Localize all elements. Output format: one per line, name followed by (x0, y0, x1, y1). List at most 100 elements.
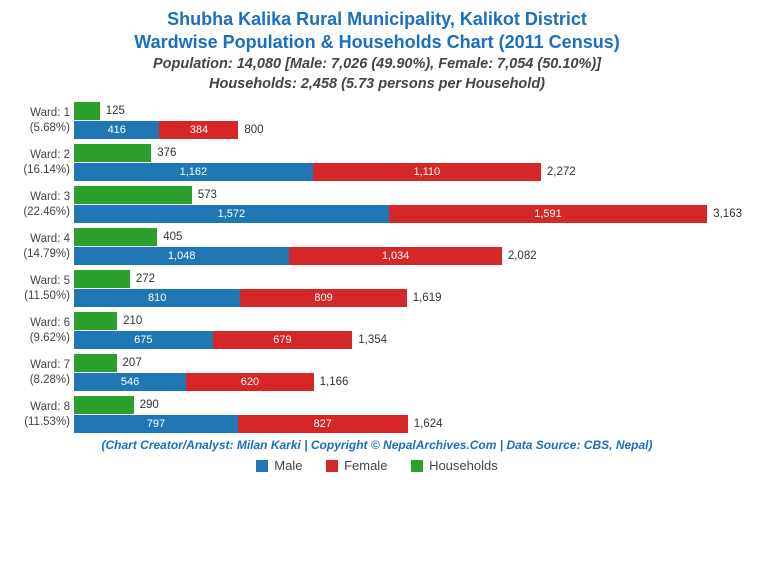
households-row: 573 (74, 186, 742, 204)
population-row: 1,162 1,110 2,272 (74, 163, 742, 181)
population-row: 810 809 1,619 (74, 289, 742, 307)
households-value: 272 (136, 273, 155, 285)
total-value: 1,166 (320, 376, 349, 388)
ward-label: Ward: 6(9.62%) (12, 316, 70, 345)
female-value: 679 (273, 334, 291, 346)
chart-credit: (Chart Creator/Analyst: Milan Karki | Co… (12, 438, 742, 452)
total-value: 800 (244, 124, 263, 136)
subtitle-line-1: Population: 14,080 [Male: 7,026 (49.90%)… (153, 56, 601, 72)
male-bar: 1,162 (74, 163, 313, 181)
ward-label: Ward: 7 (8.28%) (12, 358, 70, 387)
legend-swatch-female (326, 460, 338, 472)
legend-item-female: Female (326, 458, 387, 473)
female-bar: 1,591 (389, 205, 708, 223)
ward-percent: (5.68%) (30, 122, 70, 134)
legend-swatch-male (256, 460, 268, 472)
ward-percent: (11.53%) (24, 416, 70, 428)
male-bar: 1,572 (74, 205, 389, 223)
ward-label: Ward: 8 (11.53%) (12, 400, 70, 429)
female-bar: 620 (186, 373, 313, 391)
population-row: 7978271,624 (74, 415, 742, 433)
ward-group: Ward: 3(22.46%)5731,5721,5913,163 (74, 186, 742, 223)
female-bar: 827 (238, 415, 408, 433)
ward-group: Ward: 5(11.50%)2728108091,619 (74, 270, 742, 307)
households-row: 272 (74, 270, 742, 288)
female-value: 1,034 (382, 250, 410, 262)
households-bar (74, 396, 134, 414)
female-value: 827 (314, 418, 332, 430)
total-value: 1,354 (358, 334, 387, 346)
population-row: 416 384 800 (74, 121, 742, 139)
households-value: 405 (163, 231, 182, 243)
male-value: 1,572 (218, 208, 246, 220)
total-value: 2,082 (508, 250, 537, 262)
households-bar (74, 186, 192, 204)
households-bar (74, 312, 117, 330)
ward-name: Ward: 1 (30, 107, 70, 119)
households-row: 376 (74, 144, 742, 162)
chart-legend: Male Female Households (12, 458, 742, 475)
ward-percent: (22.46%) (23, 206, 70, 218)
legend-item-male: Male (256, 458, 302, 473)
households-row: 125 (74, 102, 742, 120)
legend-swatch-households (411, 460, 423, 472)
households-value: 125 (106, 105, 125, 117)
chart-title: Shubha Kalika Rural Municipality, Kaliko… (12, 8, 742, 53)
male-bar: 416 (74, 121, 159, 139)
households-row: 210 (74, 312, 742, 330)
ward-group: Ward: 6(9.62%)2106756791,354 (74, 312, 742, 349)
male-value: 1,048 (168, 250, 196, 262)
households-bar (74, 228, 157, 246)
ward-name: Ward: 4 (30, 233, 70, 245)
ward-name: Ward: 7 (30, 359, 70, 371)
female-bar: 1,034 (289, 247, 501, 265)
male-bar: 810 (74, 289, 240, 307)
male-bar: 675 (74, 331, 213, 349)
ward-name: Ward: 2 (30, 149, 70, 161)
ward-label: Ward: 5(11.50%) (12, 274, 70, 303)
households-row: 290 (74, 396, 742, 414)
chart-subtitle: Population: 14,080 [Male: 7,026 (49.90%)… (12, 55, 742, 94)
male-value: 546 (121, 376, 139, 388)
households-value: 376 (157, 147, 176, 159)
male-value: 416 (108, 124, 126, 136)
ward-group: Ward: 1(5.68%)125416384800 (74, 102, 742, 139)
total-value: 1,619 (413, 292, 442, 304)
households-value: 210 (123, 315, 142, 327)
male-value: 675 (134, 334, 152, 346)
male-value: 1,162 (180, 166, 208, 178)
households-value: 207 (123, 357, 142, 369)
wardwise-chart: Ward: 1 (5.68%) 125 416 384 800 Ward: 2 (16.14%… (12, 102, 742, 433)
households-row: 207 (74, 354, 742, 372)
total-value: 2,272 (547, 166, 576, 178)
total-value: 3,163 (713, 208, 742, 220)
female-bar: 809 (240, 289, 406, 307)
ward-percent: (8.28%) (30, 374, 70, 386)
households-row: 405 (74, 228, 742, 246)
ward-percent: (16.14%) (23, 164, 70, 176)
female-value: 384 (190, 124, 208, 136)
households-value: 573 (198, 189, 217, 201)
ward-name: Ward: 3 (30, 191, 70, 203)
population-row: 1,572 1,591 3,163 (74, 205, 742, 223)
male-bar: 546 (74, 373, 186, 391)
ward-name: Ward: 8 (30, 401, 70, 413)
ward-label: Ward: 1 (5.68%) (12, 106, 70, 135)
population-row: 675 679 1,354 (74, 331, 742, 349)
ward-group: Ward: 2(16.14%)3761,1621,1102,272 (74, 144, 742, 181)
ward-label: Ward: 2 (16.14%) (12, 148, 70, 177)
households-bar (74, 270, 130, 288)
households-bar (74, 144, 151, 162)
male-value: 810 (148, 292, 166, 304)
female-value: 1,591 (534, 208, 562, 220)
total-value: 1,624 (414, 418, 443, 430)
female-value: 809 (314, 292, 332, 304)
population-row: 546 620 1,166 (74, 373, 742, 391)
legend-label-female: Female (344, 458, 387, 473)
title-line-1: Shubha Kalika Rural Municipality, Kaliko… (167, 9, 587, 29)
female-bar: 1,110 (313, 163, 541, 181)
households-bar (74, 102, 100, 120)
ward-group: Ward: 7(8.28%)2075466201,166 (74, 354, 742, 391)
ward-percent: (14.79%) (23, 248, 70, 260)
ward-group: Ward: 8(11.53%)2907978271,624 (74, 396, 742, 433)
